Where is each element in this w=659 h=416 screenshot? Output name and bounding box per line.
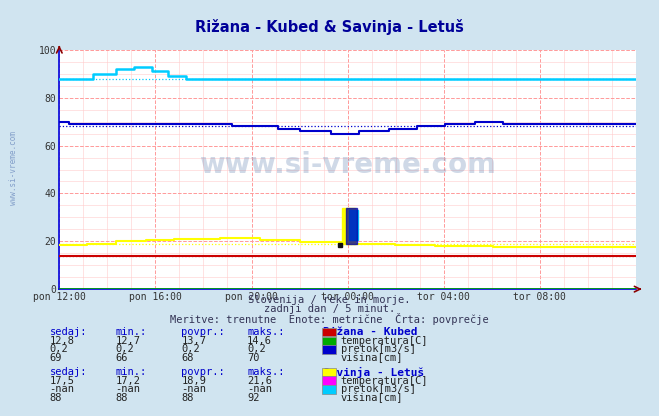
Text: www.si-vreme.com: www.si-vreme.com: [199, 151, 496, 179]
Text: -nan: -nan: [181, 384, 206, 394]
Bar: [349, 210, 358, 240]
Text: povpr.:: povpr.:: [181, 327, 225, 337]
Text: 12,8: 12,8: [49, 336, 74, 346]
Text: sedaj:: sedaj:: [49, 327, 87, 337]
Text: -nan: -nan: [49, 384, 74, 394]
Text: www.si-vreme.com: www.si-vreme.com: [9, 131, 18, 206]
Text: 0,2: 0,2: [49, 344, 68, 354]
Text: 14,6: 14,6: [247, 336, 272, 346]
Text: 70: 70: [247, 353, 260, 363]
Text: 69: 69: [49, 353, 62, 363]
Text: 88: 88: [49, 393, 62, 403]
Text: 0,2: 0,2: [247, 344, 266, 354]
Bar: [346, 208, 357, 244]
Text: 13,7: 13,7: [181, 336, 206, 346]
Text: Savinja - Letuš: Savinja - Letuš: [323, 367, 424, 378]
Text: maks.:: maks.:: [247, 327, 285, 337]
Text: 68: 68: [181, 353, 194, 363]
Text: 0,2: 0,2: [115, 344, 134, 354]
Text: višina[cm]: višina[cm]: [341, 353, 403, 364]
Text: min.:: min.:: [115, 327, 146, 337]
Text: Rižana - Kubed & Savinja - Letuš: Rižana - Kubed & Savinja - Letuš: [195, 19, 464, 35]
Text: temperatura[C]: temperatura[C]: [341, 376, 428, 386]
Text: 18,9: 18,9: [181, 376, 206, 386]
Text: -nan: -nan: [115, 384, 140, 394]
Text: Slovenija / reke in morje.: Slovenija / reke in morje.: [248, 295, 411, 305]
Text: -nan: -nan: [247, 384, 272, 394]
Text: 12,7: 12,7: [115, 336, 140, 346]
Text: maks.:: maks.:: [247, 367, 285, 377]
Text: 66: 66: [115, 353, 128, 363]
Text: povpr.:: povpr.:: [181, 367, 225, 377]
Text: 88: 88: [181, 393, 194, 403]
Bar: [342, 208, 355, 244]
Text: sedaj:: sedaj:: [49, 367, 87, 377]
Text: temperatura[C]: temperatura[C]: [341, 336, 428, 346]
Text: 92: 92: [247, 393, 260, 403]
Text: pretok[m3/s]: pretok[m3/s]: [341, 384, 416, 394]
Text: min.:: min.:: [115, 367, 146, 377]
Text: pretok[m3/s]: pretok[m3/s]: [341, 344, 416, 354]
Text: Meritve: trenutne  Enote: metrične  Črta: povprečje: Meritve: trenutne Enote: metrične Črta: …: [170, 313, 489, 325]
Text: 21,6: 21,6: [247, 376, 272, 386]
Text: višina[cm]: višina[cm]: [341, 393, 403, 404]
Text: 88: 88: [115, 393, 128, 403]
Text: Rižana - Kubed: Rižana - Kubed: [323, 327, 417, 337]
Text: zadnji dan / 5 minut.: zadnji dan / 5 minut.: [264, 304, 395, 314]
Text: 17,5: 17,5: [49, 376, 74, 386]
Text: 17,2: 17,2: [115, 376, 140, 386]
Text: 0,2: 0,2: [181, 344, 200, 354]
